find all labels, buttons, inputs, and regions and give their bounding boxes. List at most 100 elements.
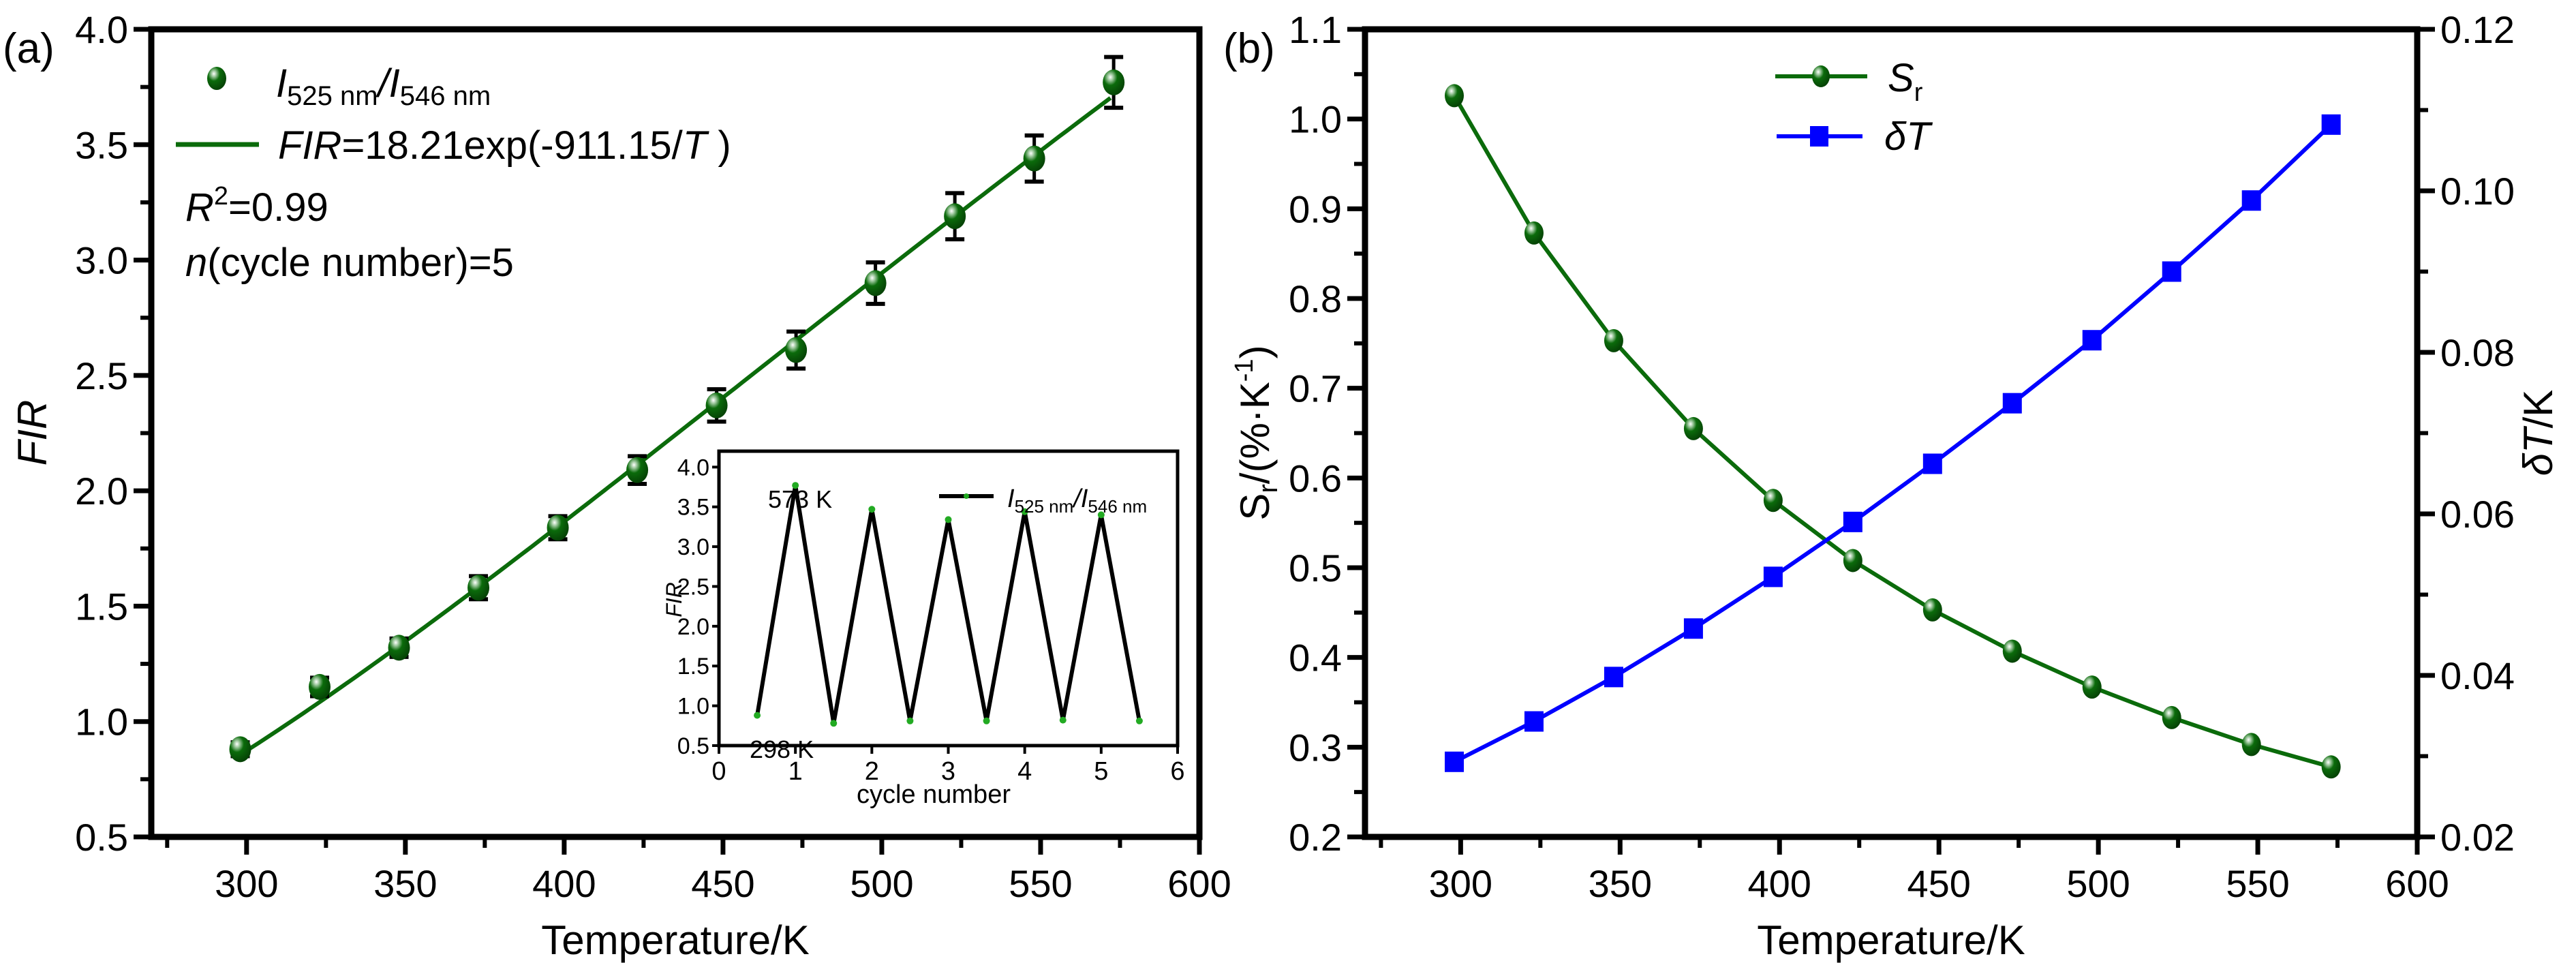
delta-t-point — [1524, 711, 1544, 732]
inset-y-tick-label: 4.0 — [677, 455, 709, 480]
inset-x-tick-label: 3 — [941, 757, 955, 786]
inset-x-label: cycle number — [857, 780, 1011, 809]
inset-x-tick-label: 1 — [788, 757, 803, 786]
panel-b-left-y-label: Sr/(%·K-1) — [1230, 345, 1283, 520]
panel-b: (b) 300 350 400 450 500 550 600 0.20.30.40.50.… — [1223, 8, 2561, 963]
left-y-tick-label: 0.8 — [1289, 277, 1342, 320]
legend-item-delta-t: δT — [1777, 114, 1933, 159]
panel-a-legend: I525 nm/I546 nm FIR=18.21exp(-911.15/T )… — [176, 61, 731, 285]
data-point — [785, 337, 808, 363]
inset-data-point — [983, 717, 990, 724]
panel-b-right-y-axis: 0.02 0.04 0.06 0.08 0.10 0.12 — [2417, 8, 2515, 859]
delta-t-point — [1604, 667, 1623, 688]
right-y-tick-label: 0.06 — [2440, 493, 2515, 536]
inset-x-tick-label: 2 — [865, 757, 879, 786]
sr-point — [2162, 705, 2181, 729]
y-tick-label: 3.0 — [75, 239, 128, 282]
inset-y-tick-label: 3.0 — [677, 534, 709, 560]
inset-annotation-low: 298 K — [750, 735, 814, 763]
sr-point — [1604, 328, 1623, 352]
delta-t-point — [1683, 618, 1703, 639]
right-y-tick-label: 0.02 — [2440, 816, 2515, 859]
inset-data-point — [830, 720, 838, 727]
left-y-tick-label: 1.1 — [1289, 8, 1342, 51]
x-tick-label: 400 — [1748, 862, 1811, 905]
legend-label-ratio: I525 nm/I546 nm — [276, 61, 491, 111]
data-point — [705, 392, 728, 418]
data-point — [309, 673, 331, 700]
data-point — [944, 203, 966, 230]
y-tick-label: 3.5 — [75, 123, 128, 166]
inset-y-tick-label: 1.5 — [677, 654, 709, 679]
inset-y-tick-label: 3.5 — [677, 495, 709, 521]
panel-a-x-axis: 300 350 400 450 500 550 600 — [165, 837, 1231, 905]
sr-point — [2241, 733, 2261, 756]
inset-legend-label: I525 nm/I546 nm — [1007, 485, 1147, 517]
right-y-tick-label: 0.12 — [2440, 8, 2515, 51]
inset-data-point — [868, 506, 876, 513]
sr-line — [1452, 94, 2332, 769]
panel-a-plot-area — [229, 55, 1125, 763]
inset-y-tick-label: 0.5 — [677, 733, 709, 759]
panel-b-left-y-axis: 0.2 0.3 0.4 0.5 0.6 0.7 0.8 0.9 1.0 1.1 — [1289, 8, 1365, 859]
panel-b-x-axis: 300 350 400 450 500 550 600 — [1379, 837, 2449, 905]
inset-data-point — [906, 717, 914, 724]
x-tick-label: 500 — [2066, 862, 2130, 905]
inset-y-tick-label: 1.0 — [677, 694, 709, 720]
r-squared-annotation: R2=0.99 — [185, 182, 328, 230]
inset-data-point — [945, 516, 952, 523]
sr-point — [1763, 489, 1783, 513]
left-y-tick-label: 0.6 — [1289, 457, 1342, 500]
left-y-tick-label: 0.3 — [1289, 726, 1342, 769]
sr-point — [1922, 598, 1942, 622]
left-y-tick-label: 0.5 — [1289, 547, 1342, 590]
right-y-tick-label: 0.08 — [2440, 331, 2515, 374]
right-y-tick-label: 0.10 — [2440, 170, 2515, 213]
sr-point — [1445, 84, 1465, 108]
sr-point — [1524, 221, 1544, 245]
x-tick-label: 450 — [1907, 862, 1970, 905]
delta-t-point — [1922, 453, 1942, 474]
inset-data-point — [1059, 716, 1067, 724]
legend-item-sr: Sr — [1775, 56, 1923, 107]
panel-b-x-label: Temperature/K — [1757, 917, 2025, 963]
inset-data-point — [1135, 717, 1143, 724]
panel-b-frame — [1362, 26, 2421, 840]
right-y-tick-label: 0.04 — [2440, 654, 2515, 697]
inset-data-point — [1097, 511, 1105, 519]
delta-t-point — [2082, 330, 2102, 351]
x-tick-label: 600 — [2385, 862, 2449, 905]
panel-a-y-label: FIR — [10, 400, 55, 466]
delta-t-point — [2321, 114, 2341, 135]
inset-plot-area — [754, 482, 1143, 727]
inset-legend-marker — [964, 493, 969, 499]
panel-a-y-axis: 0.5 1.0 1.5 2.0 2.5 3.0 3.5 4.0 — [75, 8, 151, 859]
sr-point — [2082, 675, 2102, 699]
y-tick-label: 2.0 — [75, 470, 128, 513]
inset-y-tick-label: 2.5 — [677, 574, 709, 600]
legend-label-sr: Sr — [1888, 56, 1923, 107]
data-point — [547, 515, 569, 541]
sr-point — [2002, 639, 2022, 663]
panel-b-label: (b) — [1223, 25, 1275, 72]
inset-chart: 0 1 2 3 4 5 6 0.5 1.0 1.5 2.0 2.5 3.0 3.5 4.0 cycle n… — [662, 449, 1185, 809]
inset-x-axis: 0 1 2 3 4 5 6 — [711, 746, 1185, 786]
delta-t-point — [2162, 261, 2181, 282]
x-tick-label: 450 — [691, 862, 754, 905]
x-tick-label: 350 — [1589, 862, 1652, 905]
legend-marker-sr — [1812, 65, 1830, 87]
x-tick-label: 300 — [1429, 862, 1492, 905]
panel-a: (a) 300 350 400 450 500 550 600 0.51.01.52.02.… — [3, 8, 1231, 963]
y-tick-label: 1.0 — [75, 701, 128, 744]
inset-frame — [717, 449, 1180, 748]
left-y-tick-label: 0.2 — [1289, 816, 1342, 859]
data-point — [229, 736, 251, 763]
delta-t-line — [1453, 123, 2333, 764]
inset-x-tick-label: 0 — [711, 757, 726, 786]
data-point — [467, 575, 490, 601]
panel-b-legend: Sr δT — [1775, 56, 1933, 159]
x-tick-label: 300 — [215, 862, 278, 905]
sr-point — [2321, 755, 2341, 779]
y-tick-label: 1.5 — [75, 585, 128, 628]
